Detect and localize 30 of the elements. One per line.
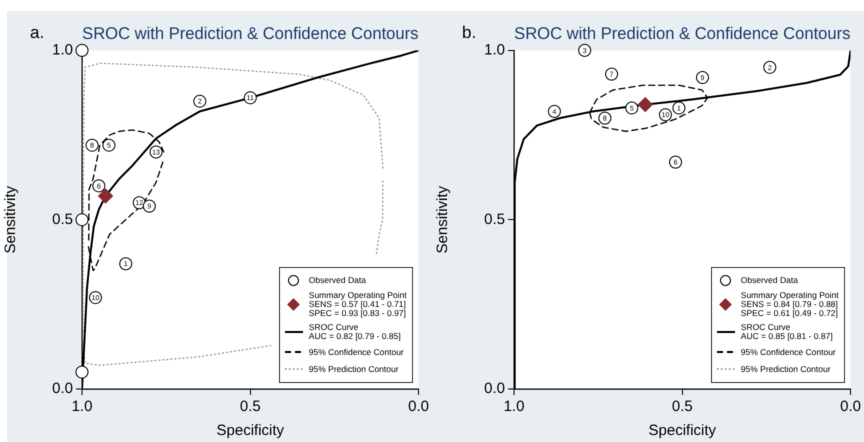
legend-label: SROC Curve AUC = 0.82 [0.79 - 0.85] <box>308 322 401 342</box>
text: a. <box>30 23 44 42</box>
chart-title: SROC with Prediction & Confidence Contours <box>82 24 418 43</box>
y-axis-title: Sensitivity <box>434 185 452 254</box>
legend-label: 95% Prediction Contour <box>740 364 831 374</box>
legend-label: 95% Confidence Contour <box>740 346 836 357</box>
y-tick-label: 0.5 <box>52 210 73 228</box>
x-axis-title: Specificity <box>216 422 285 440</box>
y-axis-title: Sensitivity <box>2 185 20 254</box>
y-tick-label: 0.0 <box>52 380 73 398</box>
legend-label: Observed Data <box>308 274 366 285</box>
legend-label: 95% Prediction Contour <box>308 364 399 374</box>
legend-label: Observed Data <box>740 274 798 285</box>
x-tick-label: 1.0 <box>72 398 92 416</box>
chart-title: SROC with Prediction & Confidence Contours <box>514 24 850 43</box>
x-axis-title: Specificity <box>648 422 717 440</box>
y-tick-label: 1.0 <box>52 42 73 59</box>
y-tick-label: 0.5 <box>484 210 505 228</box>
y-tick-label: 1.0 <box>484 42 505 59</box>
legend-label: Summary Operating Point SENS = 0.57 [0.41 - 0.71] SPEC = 0.93 [0.83 - 0.97] <box>308 290 407 318</box>
y-tick-label: 0.0 <box>484 380 505 398</box>
x-tick-label: 1.0 <box>504 398 524 416</box>
x-tick-label: 0.0 <box>408 398 430 416</box>
x-tick-label: 0.5 <box>240 398 261 416</box>
legend-label: 95% Confidence Contour <box>308 346 404 357</box>
legend-label: Summary Operating Point SENS = 0.84 [0.79 - 0.88] SPEC = 0.61 [0.49 - 0.72] <box>740 290 839 318</box>
x-tick-label: 0.5 <box>672 398 693 416</box>
x-tick-label: 0.0 <box>840 398 862 416</box>
legend-label: SROC Curve AUC = 0.85 [0.81 - 0.87] <box>740 322 833 342</box>
text: b. <box>462 23 476 42</box>
